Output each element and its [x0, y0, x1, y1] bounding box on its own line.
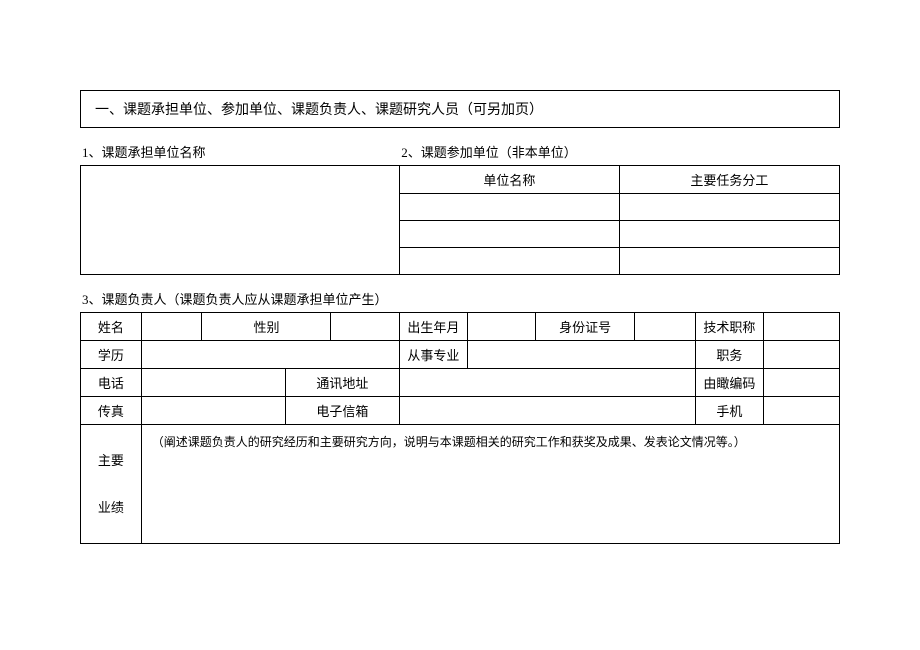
page: 一、课题承担单位、参加单位、课题负责人、课题研究人员（可另加页） 1、课题承担单… [0, 0, 920, 650]
section3-label: 3、课题负责人（课题负责人应从课题承担单位产生） [80, 283, 840, 312]
value-fax [141, 397, 285, 425]
value-addr [399, 369, 695, 397]
participating-unit-3 [399, 248, 619, 275]
value-edu [141, 341, 399, 369]
label-edu: 学历 [81, 341, 142, 369]
label-achievements: 主要 业绩 [81, 425, 142, 544]
label-title: 技术职称 [695, 313, 763, 341]
section3-table: 姓名 性别 出生年月 身份证号 技术职称 学历 从事专业 职务 电话 通讯地址 … [80, 312, 840, 544]
value-zip [764, 369, 840, 397]
section2-label: 2、课题参加单位（非本单位） [399, 136, 840, 165]
label-major: 从事专业 [399, 341, 467, 369]
label-phone: 电话 [81, 369, 142, 397]
label-zip: 由瞰编码 [695, 369, 763, 397]
unit-name-header: 单位名称 [399, 166, 619, 194]
label-gender: 性别 [202, 313, 331, 341]
unit-name-cell [81, 166, 400, 275]
value-email [399, 397, 695, 425]
label-mobile: 手机 [695, 397, 763, 425]
section12-table: 单位名称 主要任务分工 [80, 165, 840, 275]
label-birth: 出生年月 [399, 313, 467, 341]
participating-unit-2 [399, 221, 619, 248]
task-header: 主要任务分工 [619, 166, 839, 194]
value-phone [141, 369, 285, 397]
value-major [468, 341, 696, 369]
label-achievements-1: 主要 [98, 453, 124, 468]
participating-unit-1 [399, 194, 619, 221]
title-table: 一、课题承担单位、参加单位、课题负责人、课题研究人员（可另加页） [80, 90, 840, 128]
value-gender [331, 313, 399, 341]
label-position: 职务 [695, 341, 763, 369]
label-fax: 传真 [81, 397, 142, 425]
participating-task-2 [619, 221, 839, 248]
value-title [764, 313, 840, 341]
label-email: 电子信箱 [285, 397, 399, 425]
label-addr: 通讯地址 [285, 369, 399, 397]
section-title: 一、课题承担单位、参加单位、课题负责人、课题研究人员（可另加页） [81, 91, 840, 128]
achievements-desc: （阐述课题负责人的研究经历和主要研究方向，说明与本课题相关的研究工作和获奖及成果… [141, 425, 839, 544]
participating-task-1 [619, 194, 839, 221]
label-name: 姓名 [81, 313, 142, 341]
section12-labels: 1、课题承担单位名称 2、课题参加单位（非本单位） [80, 136, 840, 165]
value-name [141, 313, 202, 341]
participating-task-3 [619, 248, 839, 275]
section3-label-table: 3、课题负责人（课题负责人应从课题承担单位产生） [80, 283, 840, 312]
value-idno [635, 313, 696, 341]
label-achievements-2: 业绩 [98, 500, 124, 515]
section1-label: 1、课题承担单位名称 [80, 136, 399, 165]
value-position [764, 341, 840, 369]
value-birth [468, 313, 536, 341]
label-idno: 身份证号 [536, 313, 635, 341]
value-mobile [764, 397, 840, 425]
